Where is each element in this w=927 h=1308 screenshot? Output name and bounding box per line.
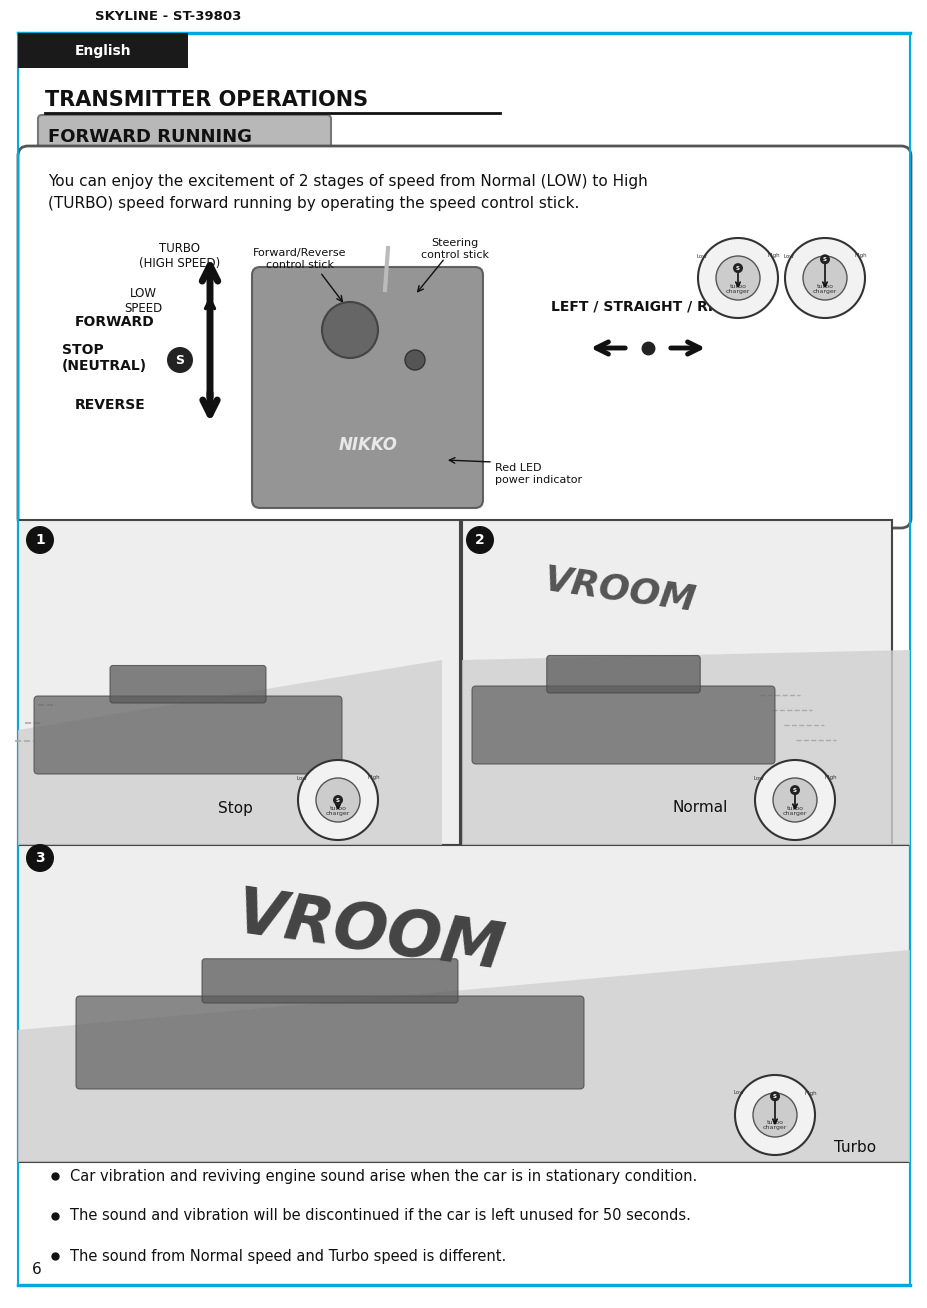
- FancyBboxPatch shape: [76, 995, 583, 1090]
- Text: TURBO
(HIGH SPEED): TURBO (HIGH SPEED): [139, 242, 221, 269]
- FancyBboxPatch shape: [462, 521, 891, 845]
- Text: turbo
charger: turbo charger: [725, 284, 749, 293]
- Circle shape: [732, 263, 743, 273]
- Text: S: S: [336, 798, 339, 803]
- Circle shape: [167, 347, 193, 373]
- Text: The sound from Normal speed and Turbo speed is different.: The sound from Normal speed and Turbo sp…: [70, 1249, 506, 1264]
- Text: NIKKO: NIKKO: [338, 436, 397, 454]
- Text: Car vibration and reviving engine sound arise when the car is in stationary cond: Car vibration and reviving engine sound …: [70, 1168, 696, 1184]
- Circle shape: [789, 785, 799, 795]
- Circle shape: [465, 526, 493, 555]
- Text: S: S: [793, 787, 796, 793]
- Text: Turbo: Turbo: [833, 1141, 875, 1155]
- Text: Low: Low: [696, 254, 706, 259]
- Circle shape: [784, 238, 864, 318]
- Circle shape: [697, 238, 777, 318]
- Text: S: S: [735, 266, 739, 271]
- Text: TRANSMITTER OPERATIONS: TRANSMITTER OPERATIONS: [44, 90, 368, 110]
- Circle shape: [316, 778, 360, 821]
- Circle shape: [755, 760, 834, 840]
- FancyBboxPatch shape: [18, 845, 909, 1162]
- Text: High: High: [824, 776, 836, 781]
- Circle shape: [26, 526, 54, 555]
- Text: High: High: [767, 254, 780, 259]
- Circle shape: [734, 1075, 814, 1155]
- Text: VROOM: VROOM: [232, 883, 508, 982]
- FancyBboxPatch shape: [38, 115, 331, 160]
- Text: Steering
control stick: Steering control stick: [421, 238, 489, 260]
- Circle shape: [716, 256, 759, 300]
- Text: Normal: Normal: [671, 800, 727, 815]
- FancyBboxPatch shape: [18, 146, 910, 528]
- Text: Red LED
power indicator: Red LED power indicator: [494, 463, 581, 485]
- Text: LEFT / STRAIGHT / RIGHT: LEFT / STRAIGHT / RIGHT: [550, 300, 744, 314]
- Text: LOW
SPEED: LOW SPEED: [123, 286, 162, 315]
- Circle shape: [333, 795, 343, 804]
- Circle shape: [752, 1093, 796, 1137]
- Text: High: High: [854, 254, 867, 259]
- FancyBboxPatch shape: [110, 666, 266, 702]
- Text: You can enjoy the excitement of 2 stages of speed from Normal (LOW) to High
(TUR: You can enjoy the excitement of 2 stages…: [48, 174, 647, 211]
- Text: 3: 3: [35, 852, 44, 865]
- Text: REVERSE: REVERSE: [75, 398, 146, 412]
- Text: S: S: [822, 256, 826, 262]
- Text: 6: 6: [32, 1262, 42, 1278]
- Circle shape: [298, 760, 377, 840]
- FancyBboxPatch shape: [18, 33, 188, 68]
- Text: turbo
charger: turbo charger: [812, 284, 836, 293]
- FancyBboxPatch shape: [18, 521, 460, 845]
- Text: Low: Low: [297, 776, 307, 781]
- Text: The sound and vibration will be discontinued if the car is left unused for 50 se: The sound and vibration will be disconti…: [70, 1209, 690, 1223]
- Text: Low: Low: [782, 254, 794, 259]
- Circle shape: [322, 302, 377, 358]
- Text: turbo
charger: turbo charger: [762, 1121, 786, 1130]
- Text: turbo
charger: turbo charger: [325, 806, 349, 815]
- Text: S: S: [175, 353, 184, 366]
- Text: FORWARD: FORWARD: [75, 315, 155, 330]
- Polygon shape: [18, 950, 909, 1162]
- Circle shape: [404, 351, 425, 370]
- FancyBboxPatch shape: [202, 959, 458, 1003]
- Polygon shape: [18, 661, 441, 845]
- FancyBboxPatch shape: [252, 267, 482, 508]
- Circle shape: [819, 254, 829, 264]
- Text: STOP
(NEUTRAL): STOP (NEUTRAL): [62, 343, 147, 373]
- Text: VROOM: VROOM: [541, 562, 697, 617]
- Text: Low: Low: [733, 1091, 743, 1096]
- Text: High: High: [367, 776, 380, 781]
- Text: English: English: [74, 44, 132, 58]
- FancyBboxPatch shape: [472, 685, 774, 764]
- Circle shape: [772, 778, 816, 821]
- Polygon shape: [462, 650, 909, 845]
- FancyBboxPatch shape: [546, 655, 700, 693]
- Text: Stop: Stop: [217, 800, 252, 815]
- Text: High: High: [804, 1091, 817, 1096]
- Circle shape: [769, 1091, 780, 1101]
- FancyBboxPatch shape: [34, 696, 342, 774]
- Text: SKYLINE - ST-39803: SKYLINE - ST-39803: [95, 10, 241, 24]
- Text: 2: 2: [475, 532, 484, 547]
- Text: 1: 1: [35, 532, 44, 547]
- Text: FORWARD RUNNING: FORWARD RUNNING: [48, 128, 252, 146]
- Text: turbo
charger: turbo charger: [782, 806, 806, 815]
- Circle shape: [26, 844, 54, 872]
- Text: Forward/Reverse
control stick: Forward/Reverse control stick: [253, 249, 347, 271]
- Circle shape: [802, 256, 846, 300]
- Text: Low: Low: [753, 776, 764, 781]
- Text: S: S: [772, 1093, 776, 1099]
